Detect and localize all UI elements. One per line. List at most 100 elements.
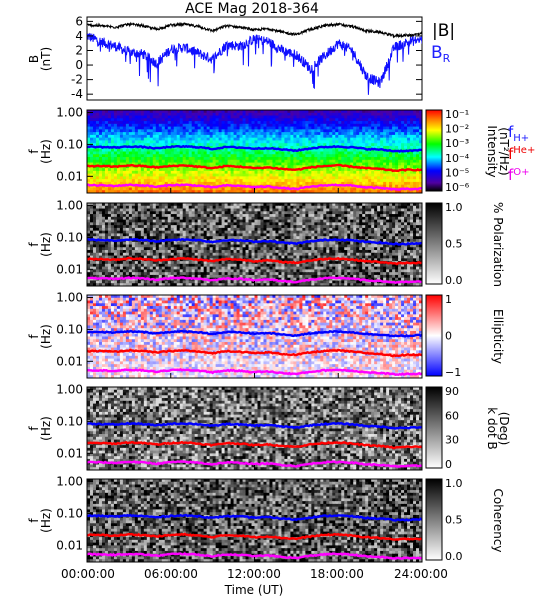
gyro-line-fO bbox=[87, 183, 422, 192]
intensity-colorbar-tick: 10⁻³ bbox=[445, 137, 469, 150]
spectrogram-panel-kdotb: 1.00 0.10 0.01 f(Hz) 90 60 30 0 k dot B(Deg) bbox=[27, 383, 511, 471]
coherency-spectrogram-image bbox=[87, 479, 422, 562]
intensity-colorbar-label: (nT²/Hz) bbox=[497, 127, 511, 175]
freq-tick-label: 1.00 bbox=[56, 291, 83, 305]
legend-fo-sub: O+ bbox=[513, 167, 529, 178]
gyro-line-fHe bbox=[87, 348, 422, 358]
chart-title: ACE Mag 2018-364 bbox=[185, 1, 319, 17]
polarization-colorbar-tick: 1.0 bbox=[445, 201, 463, 214]
ellipticity-colorbar bbox=[425, 294, 443, 377]
freq-tick-label: 0.10 bbox=[56, 322, 83, 336]
gyro-line-fO bbox=[87, 368, 422, 377]
intensity-spectrogram-image bbox=[87, 110, 422, 193]
freq-tick-label: 0.10 bbox=[56, 230, 83, 244]
b-field-traces bbox=[87, 21, 422, 95]
gyro-line-fHe bbox=[87, 256, 422, 266]
kdotb-colorbar-tick: 0 bbox=[445, 458, 452, 471]
b-field-ylabel-top: B bbox=[27, 55, 41, 63]
freq-tick-label: 0.10 bbox=[56, 506, 83, 520]
x-tick-2: 12:00:00 bbox=[227, 567, 281, 581]
spectrogram-panel-coherency: 1.00 0.10 0.01 f(Hz) 1.0 0.5 0.0 Coherency bbox=[27, 475, 505, 563]
legend-fh-sub: H+ bbox=[513, 133, 529, 144]
freq-ylabel-bottom: (Hz) bbox=[39, 324, 53, 349]
legend-fhe-sub: He+ bbox=[513, 145, 535, 156]
b-total-trace bbox=[87, 21, 422, 39]
legend-b-radial-sub: R bbox=[443, 52, 451, 65]
b-field-tick-label: -2 bbox=[71, 73, 83, 87]
b-field-tick-label: 4 bbox=[75, 29, 83, 43]
freq-ylabel-top: f bbox=[27, 149, 41, 154]
freq-ylabel-top: f bbox=[27, 518, 41, 523]
freq-tick-label: 0.10 bbox=[56, 137, 83, 151]
gyro-line-fHe bbox=[87, 440, 422, 450]
coherency-colorbar-label: Coherency bbox=[491, 488, 505, 552]
legend-fo-main: f bbox=[508, 166, 514, 184]
freq-ylabel-bottom: (Hz) bbox=[39, 232, 53, 257]
freq-tick-label: 1.00 bbox=[56, 383, 83, 397]
b-field-ylabel-bottom: (nT) bbox=[39, 47, 53, 71]
gyro-line-fO bbox=[87, 552, 422, 561]
spectrogram-panel-ellipticity: 1.00 0.10 0.01 f(Hz) 1 0 −1 Ellipticity bbox=[27, 291, 505, 379]
intensity-colorbar-tick: 10⁻⁴ bbox=[445, 152, 470, 165]
spectrogram-panel-intensity: 1.000.100.01f(Hz)10⁻¹10⁻²10⁻³10⁻⁴10⁻⁵10⁻… bbox=[27, 106, 511, 194]
polarization-colorbar-tick: 0.5 bbox=[445, 238, 463, 251]
ellipticity-colorbar-label: Ellipticity bbox=[491, 309, 505, 364]
gyro-line-fH bbox=[87, 329, 422, 338]
legend-fo: fO+ bbox=[508, 166, 530, 184]
coherency-colorbar bbox=[425, 478, 443, 561]
freq-ylabel-top: f bbox=[27, 334, 41, 339]
gyro-line-fH bbox=[87, 237, 422, 246]
freq-tick-label: 0.01 bbox=[56, 354, 83, 368]
spectrogram-panel-polarization: 1.00 0.10 0.01 f(Hz) 1.0 0.5 0.0 % Polarization bbox=[27, 199, 505, 287]
ellipticity-spectrogram-image bbox=[87, 295, 422, 378]
legend-fhe: fHe+ bbox=[508, 145, 535, 163]
b-radial-trace bbox=[87, 32, 422, 95]
gyro-line-fHe bbox=[87, 532, 422, 541]
gyro-line-fH bbox=[87, 421, 422, 430]
kdotb-colorbar-tick: 30 bbox=[445, 434, 459, 447]
x-axis: 00:00:00 06:00:00 12:00:00 18:00:00 24:0… bbox=[61, 567, 448, 597]
freq-tick-label: 1.00 bbox=[56, 199, 83, 213]
b-field-tick-label: 0 bbox=[75, 58, 83, 72]
legend-b-radial-main: B bbox=[431, 43, 443, 63]
intensity-colorbar-tick: 10⁻¹ bbox=[445, 108, 469, 121]
b-field-tick-label: -4 bbox=[71, 87, 83, 101]
intensity-colorbar-tick: 10⁻⁶ bbox=[445, 181, 470, 194]
spectrogram-panels: 1.000.100.01f(Hz)10⁻¹10⁻²10⁻³10⁻⁴10⁻⁵10⁻… bbox=[27, 106, 511, 563]
freq-tick-label: 0.01 bbox=[56, 169, 83, 183]
gyro-line-fHe bbox=[87, 163, 422, 173]
intensity-colorbar-tick: 10⁻² bbox=[445, 123, 469, 136]
ellipticity-colorbar-tick: 1 bbox=[445, 293, 452, 306]
kdotb-colorbar-label: (Deg) bbox=[497, 412, 511, 446]
x-tick-1: 06:00:00 bbox=[144, 567, 198, 581]
x-axis-label: Time (UT) bbox=[224, 583, 284, 597]
intensity-colorbar bbox=[425, 109, 443, 192]
freq-tick-label: 1.00 bbox=[56, 475, 83, 489]
polarization-colorbar-label: % Polarization bbox=[491, 202, 505, 287]
polarization-colorbar bbox=[425, 202, 443, 285]
freq-tick-label: 1.00 bbox=[56, 106, 83, 120]
polarization-spectrogram-image bbox=[87, 203, 422, 286]
legend-b-radial: BR bbox=[431, 43, 451, 65]
legend-fh-main: f bbox=[508, 123, 514, 141]
kdotb-colorbar-tick: 60 bbox=[445, 409, 459, 422]
polarization-colorbar-tick: 0.0 bbox=[445, 274, 463, 287]
gyro-line-fH bbox=[87, 144, 422, 153]
gyro-line-fO bbox=[87, 460, 422, 468]
intensity-colorbar-label: Intensity bbox=[485, 125, 499, 177]
kdotb-colorbar-tick: 90 bbox=[445, 385, 459, 398]
freq-tick-label: 0.10 bbox=[56, 414, 83, 428]
kdotb-spectrogram-image bbox=[87, 387, 422, 470]
legend-b-total: |B| bbox=[432, 21, 455, 41]
coherency-colorbar-tick: 1.0 bbox=[445, 477, 463, 490]
kdotb-colorbar-label: k dot B bbox=[485, 407, 499, 449]
x-tick-4: 24:00:00 bbox=[394, 567, 448, 581]
intensity-colorbar-tick: 10⁻⁵ bbox=[445, 166, 469, 179]
legend-fhe-main: f bbox=[508, 145, 514, 163]
freq-tick-label: 0.01 bbox=[56, 446, 83, 460]
kdotb-colorbar bbox=[425, 386, 443, 469]
b-field-tick-label: 2 bbox=[75, 43, 83, 57]
